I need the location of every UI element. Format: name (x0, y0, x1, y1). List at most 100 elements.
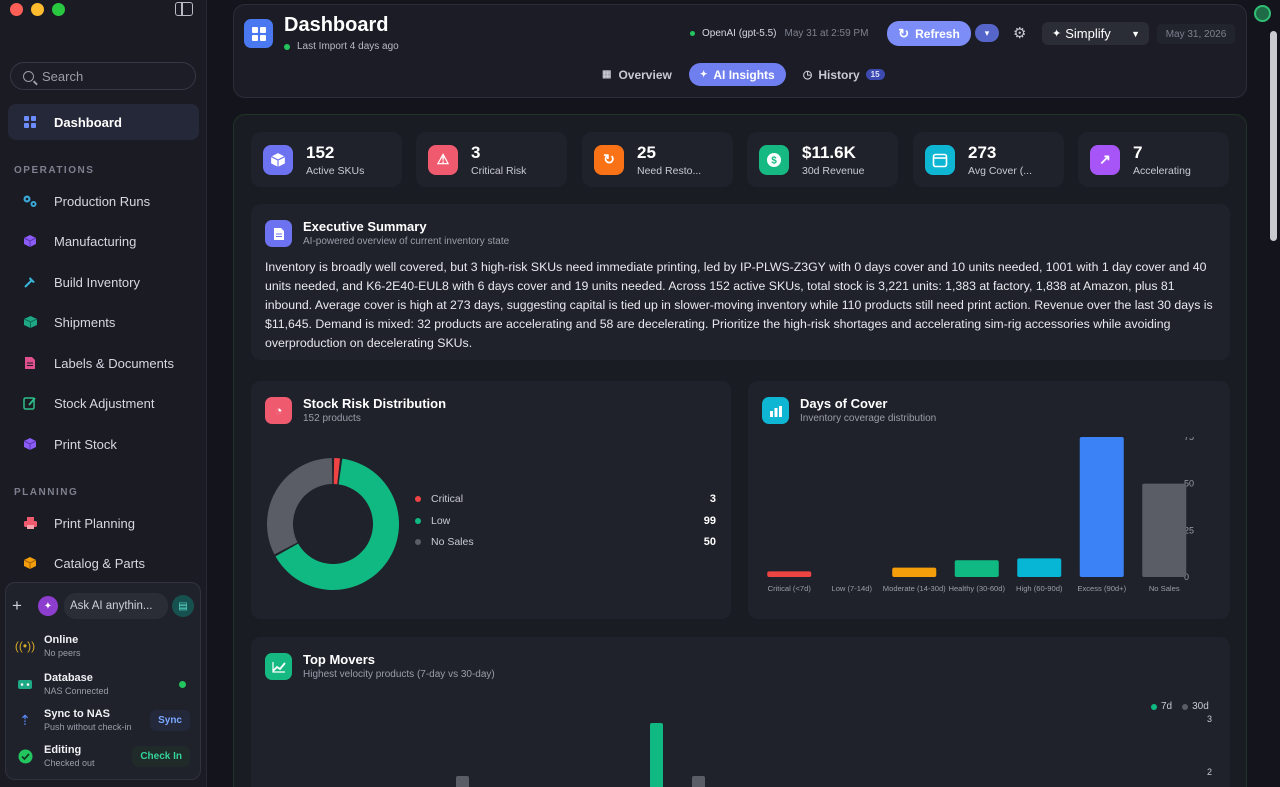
chat-icon[interactable]: ▤ (172, 595, 194, 617)
legend-label: Low (431, 515, 451, 527)
sidebar-item-stock-adjustment[interactable]: Stock Adjustment (8, 385, 199, 421)
card-title: Days of Cover (800, 396, 888, 411)
sidebar-item-label: Dashboard (54, 114, 122, 130)
chevron-down-icon: ▼ (1131, 28, 1140, 39)
document-icon (22, 355, 38, 371)
card-subtitle: Highest velocity products (7-day vs 30-d… (303, 669, 495, 680)
legend-label: 30d (1192, 701, 1209, 712)
chevron-down-icon: ▾ (984, 27, 990, 38)
sidebar-item-label: Labels & Documents (54, 355, 174, 371)
hammer-icon (22, 274, 38, 290)
model-time: May 31 at 2:59 PM (784, 28, 869, 39)
sidebar-item-dashboard[interactable]: Dashboard (8, 104, 199, 140)
search-placeholder: Search (42, 68, 84, 84)
insights-content: 152 Active SKUs ⚠ 3 Critical Risk ↻ 25 Need… (233, 114, 1247, 787)
days-of-cover-card: Days of Cover Inventory coverage distrib… (748, 381, 1230, 619)
search-input[interactable]: Search (10, 62, 196, 90)
legend-swatch (415, 496, 421, 502)
sidebar-toggle-icon[interactable] (175, 2, 193, 16)
sidebar-item-label: Shipments (54, 314, 116, 330)
sidebar-item-build-inventory[interactable]: Build Inventory (8, 264, 199, 300)
legend-swatch (1182, 703, 1189, 710)
legend-item: No Sales 50 (415, 536, 716, 548)
sparkle-icon: ✦ (699, 69, 708, 79)
bar-4 (1017, 558, 1062, 577)
card-title: Executive Summary (303, 219, 427, 234)
status-sub: NAS Connected (44, 686, 109, 696)
sidebar-item-print-planning[interactable]: Print Planning (8, 505, 199, 541)
gears-icon (22, 193, 38, 209)
kpi-label: Accelerating (1133, 164, 1191, 177)
sidebar-item-labels-documents[interactable]: Labels & Documents (8, 345, 199, 381)
gear-icon[interactable]: ⚙ (1013, 25, 1027, 42)
tab-ai-insights[interactable]: ✦ AI Insights (688, 63, 786, 86)
minimize-window-button[interactable] (31, 3, 44, 16)
tab-label: History (818, 67, 860, 82)
check-in-button[interactable]: Check In (132, 745, 190, 767)
card-subtitle: AI-powered overview of current inventory… (303, 236, 510, 247)
sidebar-item-shipments[interactable]: Shipments (8, 304, 199, 340)
tab-label: AI Insights (713, 67, 775, 82)
bar-0 (767, 571, 812, 577)
sidebar-item-production-runs[interactable]: Production Runs (8, 183, 199, 219)
bar-2 (892, 567, 937, 577)
legend-item: Low 99 (415, 515, 716, 527)
tab-overview[interactable]: ▦ Overview (591, 63, 683, 86)
refresh-button[interactable]: ↻ Refresh (887, 21, 971, 46)
x-tick-label: Excess (90d+) (1077, 584, 1126, 593)
connected-indicator (179, 680, 186, 688)
tab-history[interactable]: ◷ History 15 (792, 63, 896, 86)
x-tick-label: Healthy (30-60d) (948, 584, 1005, 593)
trend-up-icon: ↗ (1090, 144, 1120, 175)
plus-icon[interactable]: + (12, 596, 22, 615)
bar-3 (954, 560, 999, 577)
donut-slice-critical (333, 458, 341, 485)
cube-icon (22, 233, 38, 249)
sidebar-item-print-stock[interactable]: Print Stock (8, 426, 199, 462)
card-title: Top Movers (303, 652, 375, 667)
sidebar-item-manufacturing[interactable]: Manufacturing (8, 223, 199, 259)
donut-slice-no-sales (267, 458, 333, 555)
chart-bar (456, 776, 469, 787)
section-heading-planning: PLANNING (14, 487, 79, 498)
window-controls (10, 3, 65, 16)
scrollbar-thumb[interactable] (1270, 31, 1277, 241)
sync-button[interactable]: Sync (150, 709, 190, 731)
bar-6 (1142, 483, 1187, 577)
view-tabs: ▦ Overview ✦ AI Insights ◷ History 15 (591, 63, 896, 86)
broadcast-icon: ((•)) (14, 639, 36, 653)
import-status: Last Import 4 days ago (284, 41, 399, 52)
printer-icon (22, 515, 38, 531)
x-tick-label: No Sales (1149, 584, 1180, 593)
search-icon (23, 70, 34, 82)
x-tick-label: Critical (<7d) (768, 584, 812, 593)
svg-text:$: $ (771, 155, 777, 166)
model-name: OpenAI (gpt-5.5) (702, 28, 777, 39)
y-tick-label: 3 (1207, 714, 1213, 724)
card-title: Stock Risk Distribution (303, 396, 447, 411)
bar-5 (1079, 437, 1124, 577)
status-sub: No peers (44, 648, 81, 658)
simplify-dropdown[interactable]: ✦ Simplify ▼ (1042, 22, 1149, 45)
status-title: Database (44, 672, 93, 684)
legend-item: Critical 3 (415, 493, 716, 505)
x-tick-label: Moderate (14-30d) (883, 584, 946, 593)
sidebar-item-catalog-parts[interactable]: Catalog & Parts (8, 545, 199, 581)
close-window-button[interactable] (10, 3, 23, 16)
sidebar-item-label: Manufacturing (54, 233, 137, 249)
maximize-window-button[interactable] (52, 3, 65, 16)
history-count-badge: 15 (865, 69, 885, 80)
kpi-value: 152 (306, 142, 335, 162)
kpi-value: $11.6K (802, 142, 856, 162)
ai-chat-input[interactable]: Ask AI anythin... (64, 593, 168, 619)
ai-sparkle-icon: ✦ (38, 596, 58, 616)
grid-icon (22, 114, 38, 130)
executive-summary-card: Executive Summary AI-powered overview of… (251, 204, 1230, 360)
refresh-dropdown-button[interactable]: ▾ (975, 24, 999, 42)
x-tick-label: High (60-90d) (1016, 584, 1063, 593)
document-icon (265, 220, 292, 247)
refresh-icon: ↻ (898, 25, 910, 41)
status-sub: Checked out (44, 758, 95, 768)
status-sync: ⇡ Sync to NAS Push without check-in Sync (16, 703, 190, 737)
kpi-label: Critical Risk (471, 164, 527, 177)
